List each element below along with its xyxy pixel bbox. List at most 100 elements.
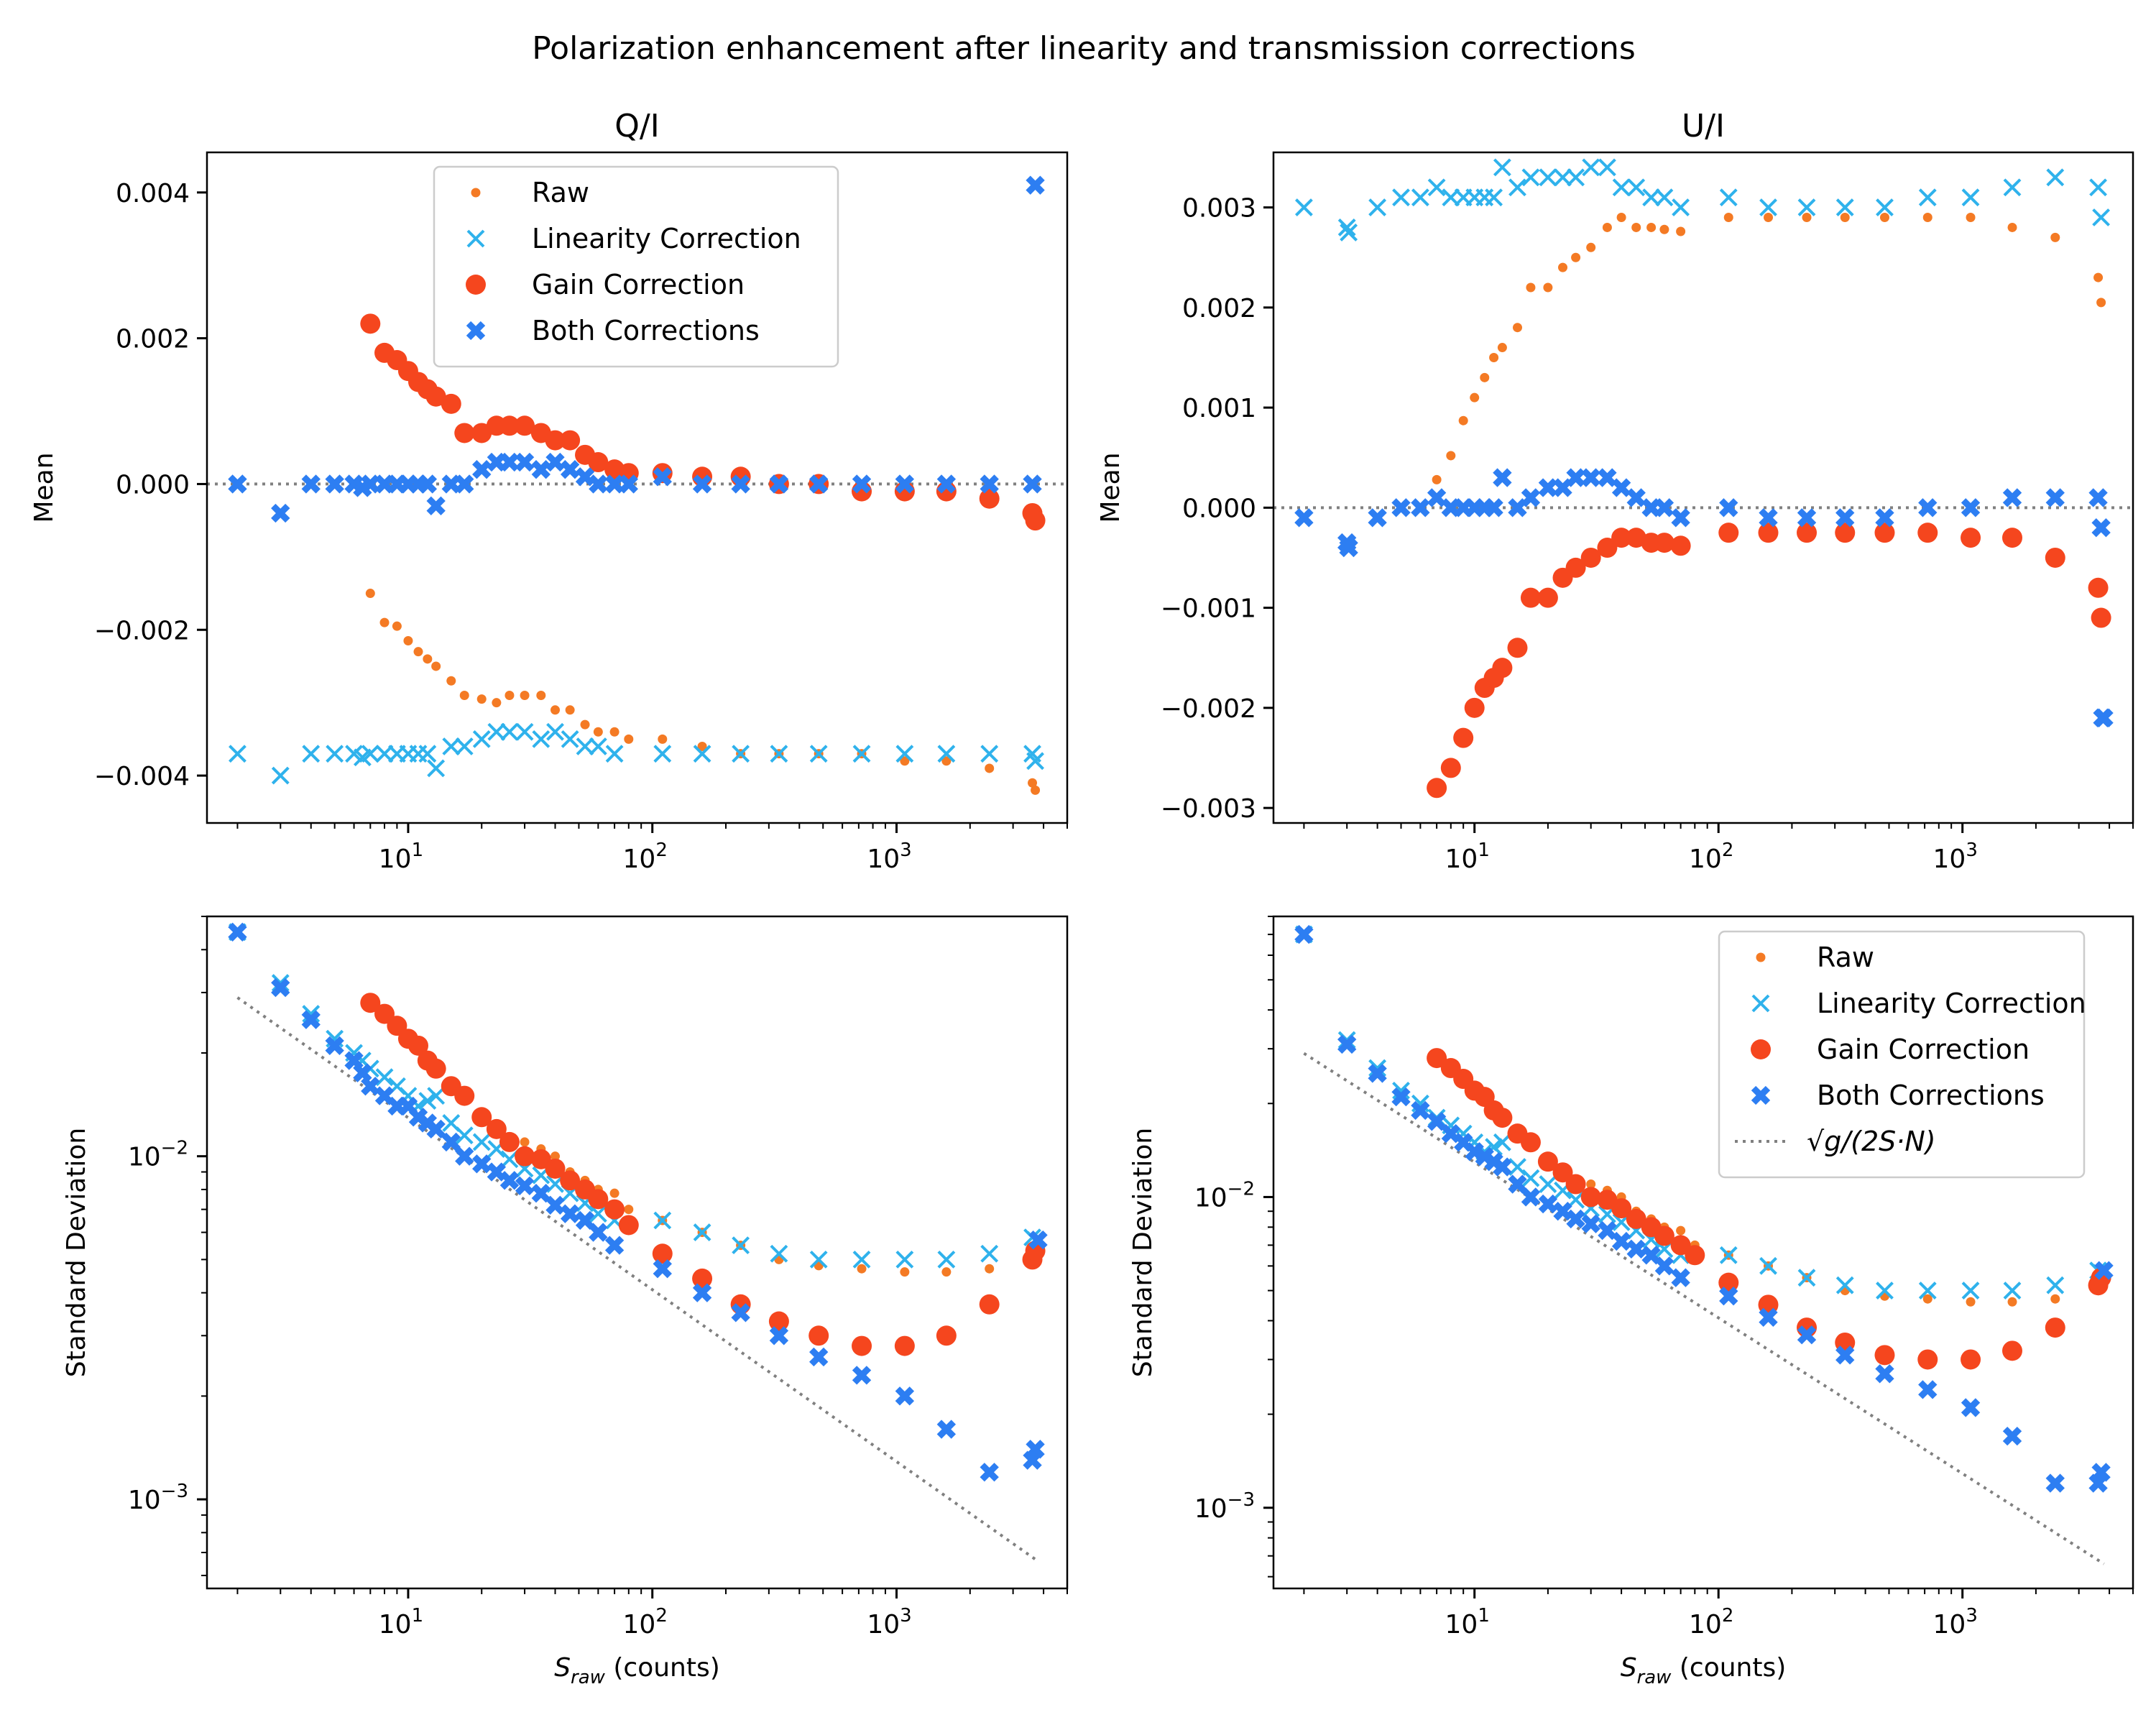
point-lin [1340, 223, 1358, 242]
point-gain [2002, 1340, 2023, 1361]
point-both [361, 474, 380, 494]
point-gain [360, 313, 381, 334]
point-both [980, 1463, 999, 1482]
point-gain [2045, 547, 2065, 568]
point-raw [392, 621, 402, 631]
point-raw [1028, 778, 1038, 788]
legend-swatch-both [466, 321, 486, 341]
point-both [1368, 1064, 1387, 1083]
point-lin [427, 759, 446, 778]
point-raw [1631, 222, 1641, 232]
point-both [1626, 1239, 1646, 1259]
x-ticks: 101 102 103 [1303, 823, 2134, 874]
series-gain [360, 993, 1046, 1356]
y-tick-label: 0.002 [1182, 294, 1256, 323]
point-raw [593, 727, 603, 737]
point-gain [499, 415, 520, 436]
axes-frame [206, 915, 1069, 1590]
point-both [426, 1119, 446, 1139]
point-gain [1961, 528, 1981, 548]
x-tick-label: 102 [623, 1605, 668, 1639]
point-both [1391, 1087, 1411, 1107]
point-gain [454, 423, 475, 443]
point-gain [1626, 1208, 1646, 1229]
point-raw [423, 654, 433, 664]
point-gain [652, 1243, 673, 1264]
point-raw [580, 719, 590, 730]
point-raw [658, 734, 668, 744]
y-tick-label: 0.002 [116, 325, 190, 354]
point-both [545, 452, 565, 472]
x-tick-label: 101 [1445, 1605, 1490, 1639]
point-gain [979, 1294, 1000, 1315]
point-gain [374, 1003, 395, 1024]
y-tick-label: 10−3 [1194, 1489, 1255, 1524]
point-raw [1470, 392, 1480, 402]
point-raw [550, 705, 561, 715]
point-both [426, 496, 446, 516]
point-both [2094, 1261, 2114, 1280]
point-gain [1758, 523, 1779, 543]
legend-label-raw: Raw [532, 177, 589, 208]
point-raw [459, 691, 469, 701]
point-both [1368, 508, 1387, 528]
series-both [1294, 924, 2114, 1493]
point-both [1835, 1346, 1855, 1365]
point-both [2094, 708, 2114, 727]
point-lin [515, 722, 534, 741]
y-tick-label: 0.000 [1182, 494, 1256, 523]
point-gain [1520, 1132, 1541, 1153]
point-lin [852, 745, 871, 763]
point-lin [455, 737, 474, 755]
point-both [1391, 498, 1411, 518]
plot-area [207, 175, 1067, 795]
point-lin [361, 745, 379, 763]
y-tick-label: −0.001 [1161, 594, 1256, 624]
point-both [1411, 498, 1430, 518]
point-gain [499, 1131, 520, 1152]
point-raw [1659, 224, 1669, 234]
point-lin [1612, 178, 1631, 197]
axes-frame [206, 151, 1069, 824]
y-tick-label: 10−3 [128, 1481, 188, 1515]
point-raw [2096, 298, 2106, 308]
point-gain [1611, 1198, 1632, 1219]
y-tick-label: 10−2 [128, 1138, 188, 1172]
panel-qi-std: Standard Deviation Sraw (counts) 101 102 103… [62, 915, 1069, 1688]
point-both [1719, 498, 1738, 518]
point-lin [589, 737, 607, 755]
point-both [1026, 1440, 1045, 1459]
point-raw [536, 691, 546, 701]
point-gain [1917, 1349, 1938, 1370]
x-tick-label: 102 [623, 840, 668, 874]
point-both [653, 467, 672, 487]
point-lin [980, 1244, 999, 1263]
point-lin [809, 1250, 828, 1269]
point-gain [454, 1085, 475, 1106]
point-gain [441, 393, 461, 414]
point-lin [427, 1087, 446, 1105]
point-raw [1586, 242, 1596, 252]
plot-area [1273, 158, 2133, 799]
point-raw [1922, 213, 1932, 223]
point-lin [732, 1236, 750, 1255]
point-raw [492, 698, 502, 708]
point-gain [1453, 727, 1474, 748]
point-lin [1539, 1175, 1557, 1193]
point-lin [271, 974, 290, 992]
point-both [1719, 1287, 1738, 1306]
y-tick-label: 0.004 [116, 179, 190, 208]
point-both [1521, 488, 1541, 507]
point-raw [431, 661, 441, 671]
point-raw [2050, 232, 2060, 242]
point-both [604, 474, 625, 494]
point-both [1626, 488, 1646, 507]
point-both [1961, 498, 1981, 518]
point-both [692, 474, 712, 494]
y-tick-label: 0.001 [1182, 394, 1256, 423]
point-lin [487, 722, 506, 741]
legend-label-lin: Linearity Correction [1817, 988, 2086, 1019]
panel-ui-mean: U/I Mean 101 102 103 0.003 0.002 0.001 0.000 −0.0… [1096, 108, 2134, 874]
point-both [499, 1171, 520, 1190]
point-raw [1840, 213, 1850, 223]
